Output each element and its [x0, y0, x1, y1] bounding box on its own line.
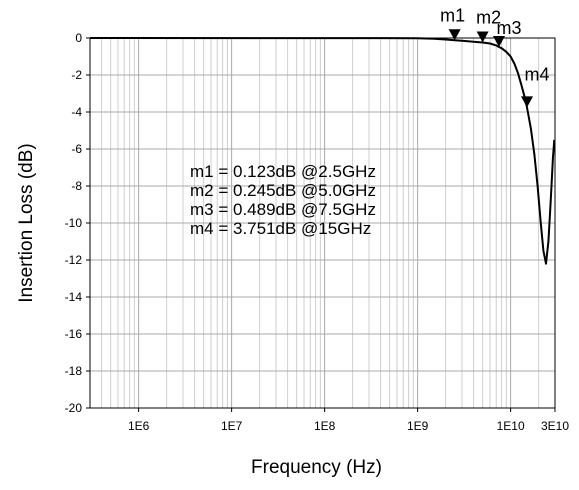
- marker-readout-line: m2 = 0.245dB @5.0GHz: [190, 181, 376, 200]
- x-tick-label: 1E9: [407, 419, 429, 433]
- y-tick-label: -6: [71, 142, 82, 156]
- marker-label: m1: [440, 5, 465, 25]
- x-tick-label: 1E8: [314, 419, 336, 433]
- marker-triangle: [493, 36, 506, 48]
- marker-label: m2: [476, 8, 501, 28]
- y-tick-label: -18: [65, 364, 83, 378]
- y-tick-label: -12: [65, 253, 83, 267]
- x-tick-label: 3E10: [541, 419, 569, 433]
- y-tick-label: -10: [65, 216, 83, 230]
- marker-readout-line: m3 = 0.489dB @7.5GHz: [190, 200, 376, 219]
- marker-readout-line: m4 = 3.751dB @15GHz: [190, 219, 371, 238]
- series: [89, 37, 556, 265]
- y-tick-label: -14: [65, 290, 83, 304]
- x-tick-label: 1E10: [497, 419, 525, 433]
- marker-triangle: [476, 31, 489, 43]
- y-axis-title: Insertion Loss (dB): [16, 143, 37, 302]
- marker-readout-line: m1 = 0.123dB @2.5GHz: [190, 162, 376, 181]
- y-tick-label: -4: [71, 105, 82, 119]
- grid: [90, 38, 555, 408]
- y-tick-label: 0: [75, 31, 82, 45]
- marker-label: m3: [497, 18, 522, 38]
- x-axis-title: Frequency (Hz): [251, 457, 382, 478]
- y-tick-label: -2: [71, 68, 82, 82]
- y-tick-label: -16: [65, 327, 83, 341]
- x-tick-label: 1E7: [221, 419, 243, 433]
- insertion-loss-line: [89, 37, 556, 265]
- x-tick-label: 1E6: [128, 419, 150, 433]
- axis-ticks: 0 -2 -4 -6 -8 -10 -12 -14 -16 -18 -20 1E6 1E7 1E8 1E9 1…: [65, 31, 570, 433]
- marker-triangle: [521, 96, 534, 108]
- y-tick-label: -20: [65, 401, 83, 415]
- y-tick-label: -8: [71, 179, 82, 193]
- marker-triangle: [448, 29, 461, 41]
- marker-label: m4: [524, 64, 549, 84]
